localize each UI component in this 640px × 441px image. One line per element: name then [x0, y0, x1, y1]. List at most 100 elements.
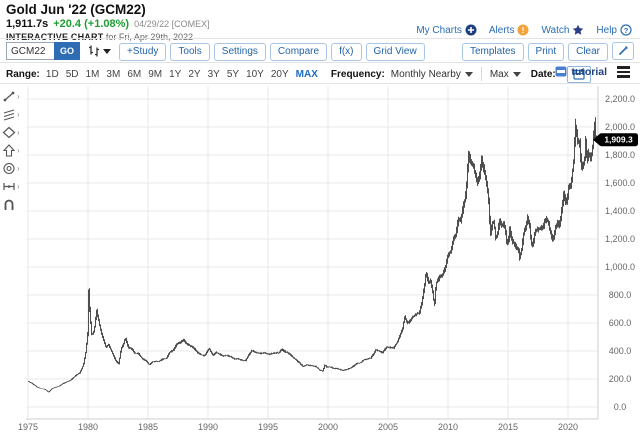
target-tool[interactable]: ›	[2, 162, 26, 175]
frequency-label: Frequency:	[330, 68, 385, 80]
page-title: Gold Jun '22 (GCM22)	[6, 2, 146, 17]
chart-type-selector[interactable]	[87, 44, 111, 58]
chevron-right-icon: ›	[17, 145, 20, 155]
trend-line-tool[interactable]: ›	[2, 90, 26, 103]
x-axis-tick-label: 1990	[198, 422, 218, 432]
plus-circle-icon	[465, 24, 477, 36]
frequency-dropdown[interactable]: Monthly Nearby	[391, 69, 473, 80]
alerts-link[interactable]: Alerts !	[489, 24, 530, 36]
range-max[interactable]: MAX	[295, 68, 318, 80]
range-bar: Range: 1D 5D 1M 3M 6M 9M 1Y 2Y 3Y 5Y 10Y 20Y MAX Fre…	[6, 65, 591, 83]
symbol-input[interactable]	[6, 42, 54, 60]
x-axis-tick-label: 2015	[498, 422, 518, 432]
y-axis-tick-label: 400.0	[609, 346, 632, 356]
toolbar-button-clear[interactable]: Clear	[568, 42, 608, 61]
channels-icon	[3, 109, 15, 121]
calendar-icon	[573, 69, 585, 80]
period-dropdown[interactable]: Max	[490, 69, 521, 80]
range-3y[interactable]: 3Y	[207, 68, 220, 80]
x-axis-tick-label: 2005	[378, 422, 398, 432]
x-axis-tick-label: 1985	[138, 422, 158, 432]
separator	[480, 67, 482, 81]
annotate-popout-button[interactable]	[612, 41, 634, 60]
range-5d[interactable]: 5D	[65, 68, 79, 80]
measure-icon	[3, 183, 15, 190]
chevron-down-icon	[103, 48, 111, 54]
toolbar-button-grid-view[interactable]: Grid View	[365, 42, 425, 61]
go-button[interactable]: GO	[54, 42, 80, 60]
range-1m[interactable]: 1M	[85, 68, 100, 80]
trend-line-icon	[3, 91, 15, 102]
video-tutorial-icon	[555, 66, 567, 77]
y-axis-tick-label: 1,600.0	[605, 178, 635, 188]
toolbar-left-buttons: +Study Tools Settings Compare f(x) Grid View	[119, 41, 429, 61]
range-1y[interactable]: 1Y	[169, 68, 182, 80]
y-axis-tick-label: 1,000.0	[605, 262, 635, 272]
toolbar-button-compare[interactable]: Compare	[269, 42, 328, 61]
range-6m[interactable]: 6M	[127, 68, 142, 80]
arrow-up-icon	[2, 144, 16, 157]
range-label: Range:	[6, 68, 40, 80]
range-3m[interactable]: 3M	[106, 68, 121, 80]
toolbar-button-tools[interactable]: Tools	[170, 42, 210, 61]
toolbar-right: Templates Print Clear	[461, 41, 634, 61]
quote-date-source: 04/29/22 [COMEX]	[134, 19, 210, 29]
last-price-tag	[599, 133, 638, 147]
range-divider	[0, 83, 640, 84]
y-axis-tick-label: 0.0	[614, 402, 627, 412]
y-axis-tick-label: 800.0	[609, 290, 632, 300]
toolbar-button-settings[interactable]: Settings	[213, 42, 266, 61]
chevron-right-icon: ›	[17, 163, 20, 173]
x-axis-tick-label: 2000	[318, 422, 338, 432]
range-1d[interactable]: 1D	[45, 68, 59, 80]
svg-text:?: ?	[624, 26, 629, 35]
measure-tool[interactable]: ›	[2, 180, 26, 193]
hamburger-menu-icon[interactable]	[615, 64, 632, 80]
diamond-shape-icon	[2, 126, 16, 139]
chevron-down-icon	[464, 71, 473, 77]
shapes-tool[interactable]: ›	[2, 126, 26, 139]
magnet-tool[interactable]	[2, 198, 26, 211]
range-9m[interactable]: 9M	[148, 68, 163, 80]
help-link[interactable]: Help ?	[596, 24, 632, 36]
range-10y[interactable]: 10Y	[246, 68, 264, 80]
magnet-icon	[4, 199, 14, 210]
toolbar-divider	[0, 62, 640, 63]
last-price-tag-label: 1,909.3	[604, 135, 633, 145]
y-axis-tick-label: 2,000.0	[605, 122, 635, 132]
toolbar-button-templates[interactable]: Templates	[461, 42, 524, 61]
price-series-bars	[28, 117, 597, 393]
toolbar-button-f-x-[interactable]: f(x)	[331, 42, 362, 61]
toolbar-right-buttons: Templates Print Clear	[461, 41, 612, 61]
watch-link[interactable]: Watch	[541, 24, 584, 36]
chart-area: › › › › ›	[0, 84, 640, 441]
range-2y[interactable]: 2Y	[188, 68, 201, 80]
header-links: My Charts Alerts ! Watch Help ?	[416, 24, 632, 36]
interactive-chart-label: INTERACTIVE CHART	[6, 32, 104, 42]
range-5y[interactable]: 5Y	[226, 68, 240, 80]
y-axis-tick-label: 1,200.0	[605, 234, 635, 244]
chevron-down-icon	[512, 71, 521, 77]
channels-tool[interactable]: ›	[2, 108, 26, 121]
svg-text:!: !	[522, 25, 525, 35]
my-charts-link[interactable]: My Charts	[416, 24, 477, 36]
x-axis-tick-label: 2020	[558, 422, 578, 432]
x-axis-tick-label: 1995	[258, 422, 278, 432]
range-bar-right: tutorial	[555, 64, 632, 80]
question-circle-icon: ?	[620, 24, 632, 36]
arrow-tool[interactable]: ›	[2, 144, 26, 157]
toolbar-button--study[interactable]: +Study	[119, 42, 167, 61]
chart-plot[interactable]: 2,200.0 2,000.0 1,800.0 1,600.0 1,400.0 1,200…	[0, 84, 640, 441]
drawing-tools-strip: › › › › ›	[2, 90, 26, 211]
chevron-right-icon: ›	[17, 109, 20, 119]
date-picker-button[interactable]	[566, 65, 591, 83]
y-axis-tick-label: 200.0	[609, 374, 632, 384]
y-axis-tick-label: 1,800.0	[605, 150, 635, 160]
ohlc-bars-icon	[89, 45, 99, 57]
tutorial-link[interactable]: tutorial	[555, 66, 607, 78]
header-divider	[0, 38, 640, 39]
toolbar-button-print[interactable]: Print	[527, 42, 565, 61]
range-20y[interactable]: 20Y	[270, 68, 289, 80]
